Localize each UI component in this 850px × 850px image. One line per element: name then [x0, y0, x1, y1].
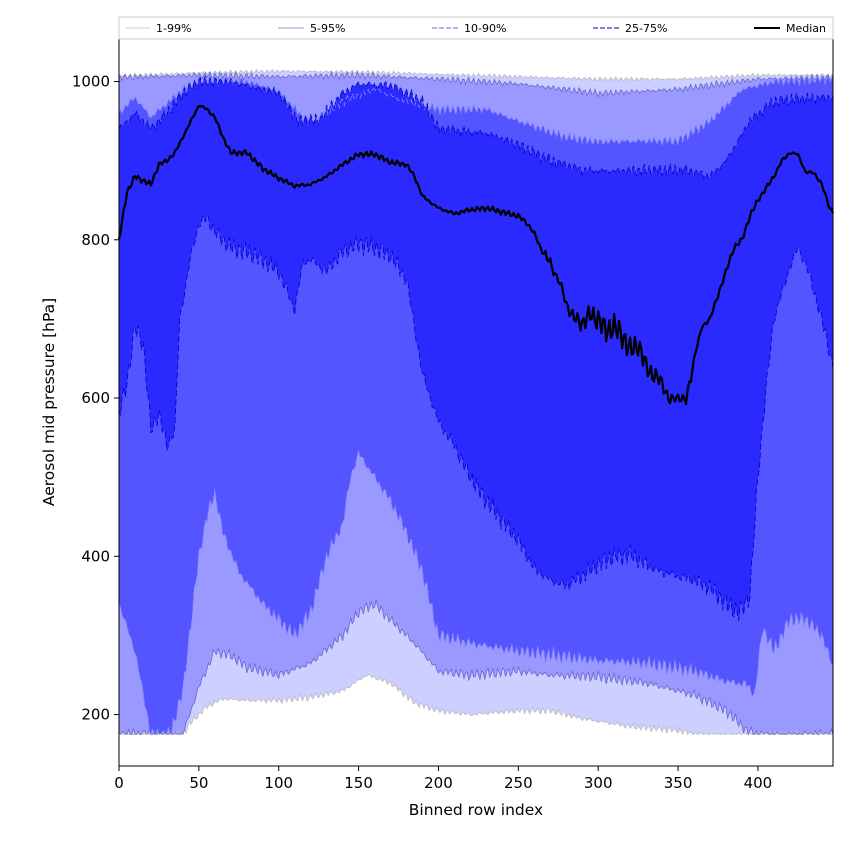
- x-tick-label: 0: [114, 774, 124, 792]
- legend-label-25-75: 25-75%: [625, 22, 667, 35]
- median-line: [117, 104, 835, 406]
- y-tick-label: 1000: [72, 73, 110, 91]
- band-25-75: [119, 75, 833, 621]
- x-tick-label: 250: [504, 774, 533, 792]
- percentile-band-lines: [118, 68, 834, 736]
- percentile-bands: [119, 69, 833, 735]
- x-tick-label: 400: [744, 774, 773, 792]
- band-25-75-lower-line: [118, 215, 834, 621]
- legend-label-5-95: 5-95%: [310, 22, 345, 35]
- legend-label-median: Median: [786, 22, 826, 35]
- y-axis-title: Aerosol mid pressure [hPa]: [40, 298, 58, 506]
- band-10-90-upper-line: [118, 73, 834, 147]
- band-1-99-upper-line: [118, 68, 834, 83]
- legend-item-1-99: 1-99%: [125, 22, 191, 35]
- y-tick-label: 200: [81, 706, 110, 724]
- x-tick-label: 150: [344, 774, 373, 792]
- x-tick-label: 350: [664, 774, 693, 792]
- legend-item-10-90: 10-90%: [432, 22, 506, 35]
- band-10-90-lower-line: [118, 449, 834, 736]
- band-5-95-upper-line: [118, 70, 834, 98]
- x-tick-label: 300: [584, 774, 613, 792]
- y-tick-label: 800: [81, 231, 110, 249]
- band-25-75-upper-line: [118, 75, 834, 180]
- legend-item-median: Median: [754, 22, 826, 35]
- y-tick-label: 400: [81, 547, 110, 565]
- y-axis-ticks: 200 400 600 800 1000: [72, 73, 119, 724]
- x-tick-label: 200: [424, 774, 453, 792]
- legend: 1-99% 5-95% 10-90% 25-75% Median: [118, 16, 834, 40]
- legend-frame: [118, 16, 834, 40]
- legend-item-25-75: 25-75%: [593, 22, 667, 35]
- legend-item-5-95: 5-95%: [278, 22, 345, 35]
- x-tick-label: 100: [264, 774, 293, 792]
- legend-label-1-99: 1-99%: [156, 22, 191, 35]
- x-axis-ticks: 0 50 100 150 200 250 300 350 400: [114, 766, 772, 792]
- x-axis-title: Binned row index: [409, 801, 543, 819]
- legend-label-10-90: 10-90%: [464, 22, 506, 35]
- band-5-95-lower-line: [118, 600, 834, 736]
- x-tick-label: 50: [189, 774, 208, 792]
- band-1-99-lower-line: [118, 673, 834, 736]
- y-tick-label: 600: [81, 389, 110, 407]
